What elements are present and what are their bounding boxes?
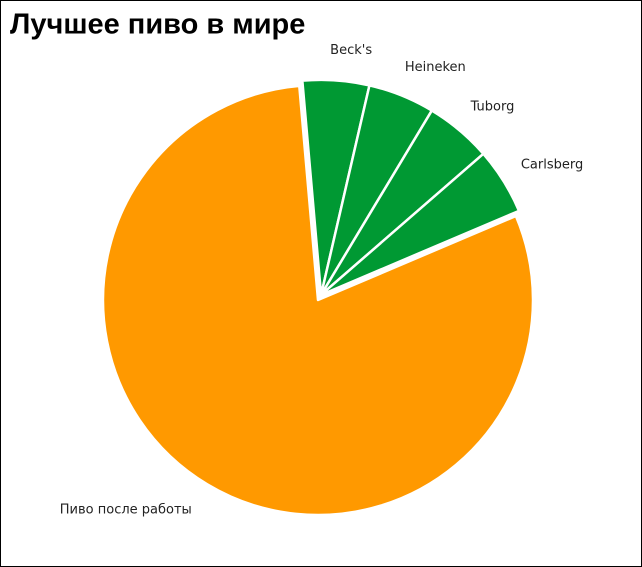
pie-slice [319,152,521,297]
slice-label: Carlsberg [521,158,583,173]
slice-label: Пиво после работы [60,503,192,518]
pie-slice [101,84,535,517]
chart-title: Лучшее пиво в мире [10,9,305,41]
slice-label: Heineken [405,60,466,75]
slice-label: Beck's [330,43,372,58]
slice-label: Tuborg [470,100,515,115]
